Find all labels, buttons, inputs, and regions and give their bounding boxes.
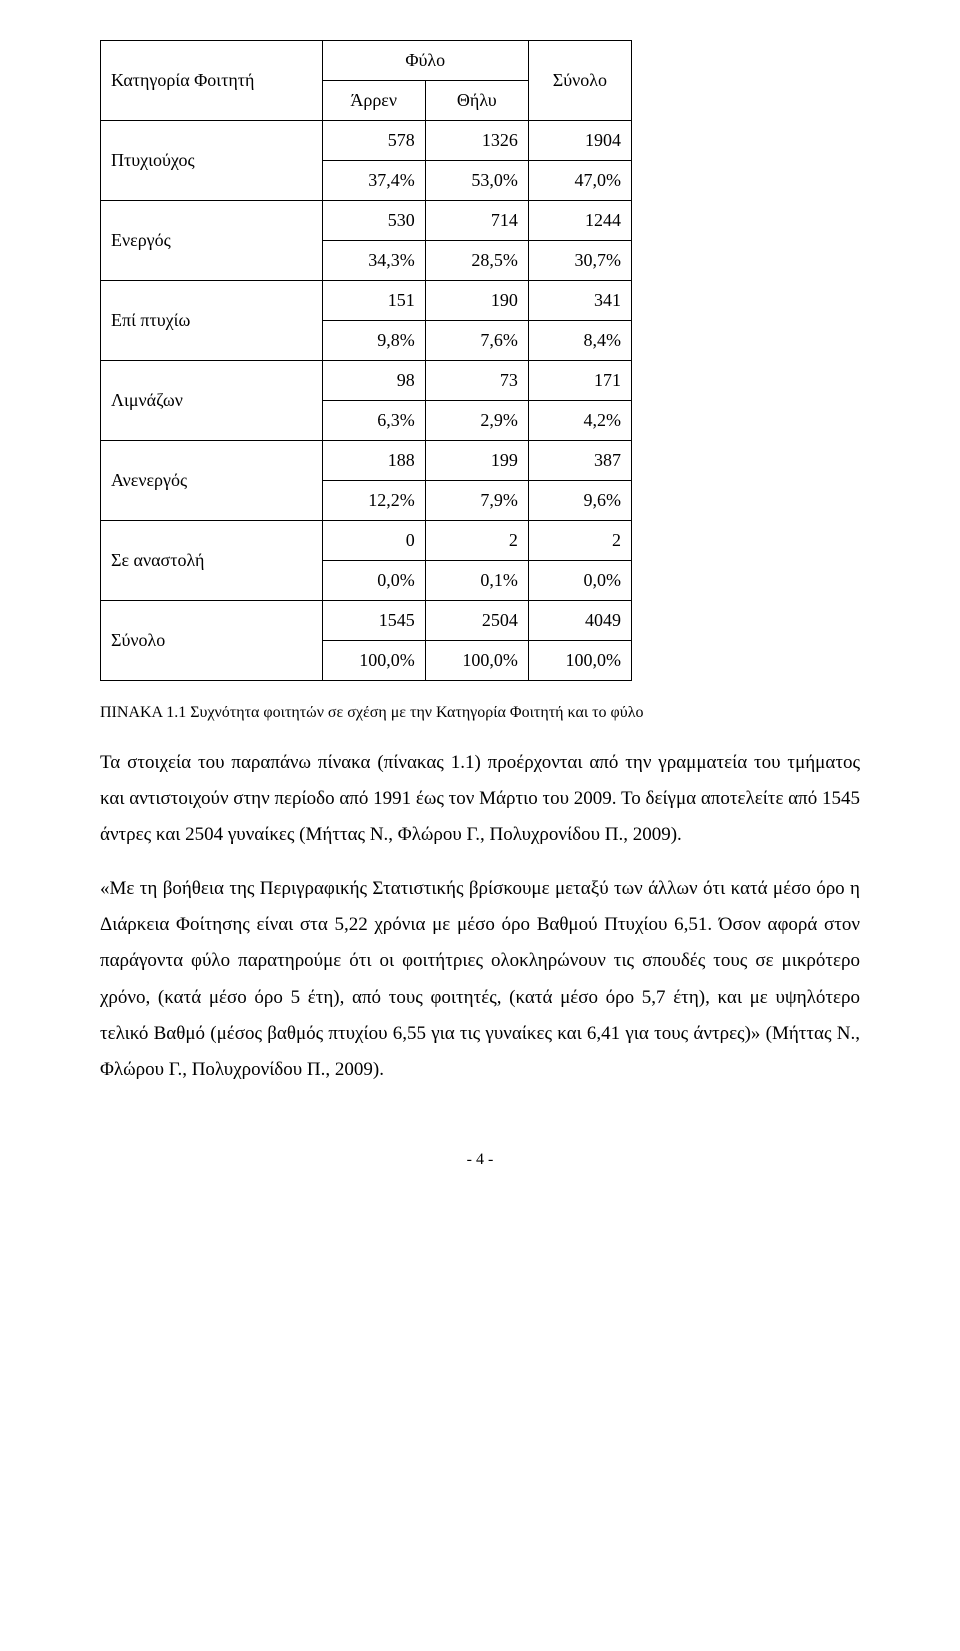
table-row: Λιμνάζων 98 73 171 — [101, 361, 632, 401]
header-gender: Φύλο — [322, 41, 528, 81]
cell: 7,9% — [425, 481, 528, 521]
cell: 12,2% — [322, 481, 425, 521]
cell: 34,3% — [322, 241, 425, 281]
cell: 98 — [322, 361, 425, 401]
row-label: Επί πτυχίω — [101, 281, 323, 361]
cell: 100,0% — [528, 641, 631, 681]
cell: 1545 — [322, 601, 425, 641]
cell: 7,6% — [425, 321, 528, 361]
cell: 2 — [425, 521, 528, 561]
header-female: Θήλυ — [425, 81, 528, 121]
cell: 0,1% — [425, 561, 528, 601]
cell: 37,4% — [322, 161, 425, 201]
cell: 8,4% — [528, 321, 631, 361]
cell: 0 — [322, 521, 425, 561]
cell: 578 — [322, 121, 425, 161]
table-row: Ανενεργός 188 199 387 — [101, 441, 632, 481]
cell: 2504 — [425, 601, 528, 641]
cell: 2 — [528, 521, 631, 561]
cell: 1244 — [528, 201, 631, 241]
row-label: Ενεργός — [101, 201, 323, 281]
cell: 199 — [425, 441, 528, 481]
cell: 30,7% — [528, 241, 631, 281]
cell: 188 — [322, 441, 425, 481]
cell: 714 — [425, 201, 528, 241]
cell: 9,8% — [322, 321, 425, 361]
cell: 0,0% — [528, 561, 631, 601]
cell: 28,5% — [425, 241, 528, 281]
cell: 0,0% — [322, 561, 425, 601]
row-label: Σε αναστολή — [101, 521, 323, 601]
cell: 47,0% — [528, 161, 631, 201]
table-row: Επί πτυχίω 151 190 341 — [101, 281, 632, 321]
cell: 2,9% — [425, 401, 528, 441]
header-total: Σύνολο — [528, 41, 631, 121]
table-row: Σε αναστολή 0 2 2 — [101, 521, 632, 561]
cell: 53,0% — [425, 161, 528, 201]
cell: 171 — [528, 361, 631, 401]
table-row: Ενεργός 530 714 1244 — [101, 201, 632, 241]
cell: 1326 — [425, 121, 528, 161]
cell: 341 — [528, 281, 631, 321]
paragraph-2: «Με τη βοήθεια της Περιγραφικής Στατιστι… — [100, 871, 860, 1088]
cell: 190 — [425, 281, 528, 321]
cell: 100,0% — [322, 641, 425, 681]
table-row: Σύνολο 1545 2504 4049 — [101, 601, 632, 641]
cell: 1904 — [528, 121, 631, 161]
cell: 100,0% — [425, 641, 528, 681]
cell: 9,6% — [528, 481, 631, 521]
table-caption: ΠΙΝΑΚΑ 1.1 Συχνότητα φοιτητών σε σχέση μ… — [100, 701, 860, 725]
cell: 4,2% — [528, 401, 631, 441]
paragraph-1: Τα στοιχεία του παραπάνω πίνακα (πίνακας… — [100, 745, 860, 853]
header-category: Κατηγορία Φοιτητή — [101, 41, 323, 121]
row-label: Ανενεργός — [101, 441, 323, 521]
cell: 6,3% — [322, 401, 425, 441]
cell: 387 — [528, 441, 631, 481]
row-label: Πτυχιούχος — [101, 121, 323, 201]
cell: 151 — [322, 281, 425, 321]
cell: 4049 — [528, 601, 631, 641]
cell: 73 — [425, 361, 528, 401]
cell: 530 — [322, 201, 425, 241]
table-row: Πτυχιούχος 578 1326 1904 — [101, 121, 632, 161]
student-category-table: Κατηγορία Φοιτητή Φύλο Σύνολο Άρρεν Θήλυ… — [100, 40, 632, 681]
page-number: - 4 - — [100, 1148, 860, 1172]
header-male: Άρρεν — [322, 81, 425, 121]
row-label: Λιμνάζων — [101, 361, 323, 441]
row-label: Σύνολο — [101, 601, 323, 681]
